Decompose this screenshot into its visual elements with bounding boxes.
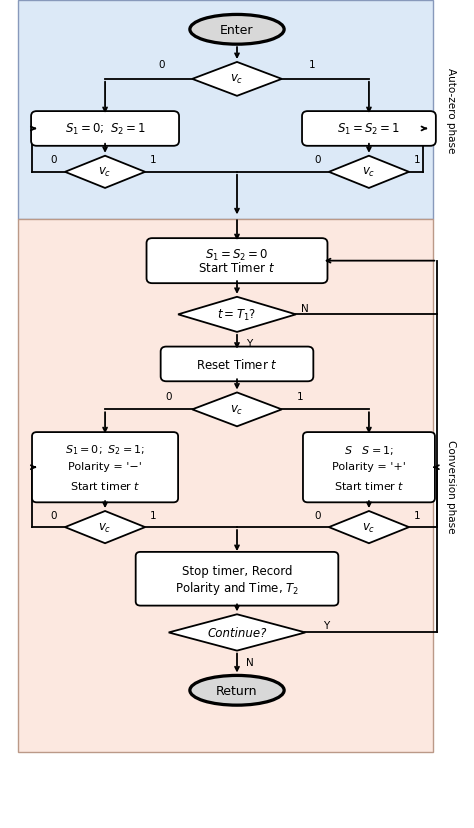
FancyBboxPatch shape bbox=[146, 238, 328, 284]
Text: Conversion phase: Conversion phase bbox=[447, 440, 456, 533]
Text: $v_c$: $v_c$ bbox=[99, 521, 112, 534]
FancyBboxPatch shape bbox=[31, 112, 179, 147]
Polygon shape bbox=[169, 614, 305, 651]
Text: Start timer $t$: Start timer $t$ bbox=[334, 479, 404, 491]
Text: Enter: Enter bbox=[220, 24, 254, 36]
Text: Y: Y bbox=[246, 339, 253, 349]
Text: Polarity = '−': Polarity = '−' bbox=[68, 462, 142, 472]
Text: 1: 1 bbox=[150, 155, 156, 166]
Text: 0: 0 bbox=[314, 155, 320, 166]
Text: Polarity = '+': Polarity = '+' bbox=[332, 462, 406, 472]
Polygon shape bbox=[192, 63, 282, 97]
Polygon shape bbox=[178, 297, 296, 333]
Text: $t = T_1?$: $t = T_1?$ bbox=[218, 307, 256, 323]
Text: $S_1 = S_2 = 1$: $S_1 = S_2 = 1$ bbox=[337, 122, 401, 137]
FancyBboxPatch shape bbox=[303, 432, 435, 503]
Text: 1: 1 bbox=[309, 60, 316, 70]
Text: $S_1 = S_2 = 0$: $S_1 = S_2 = 0$ bbox=[205, 247, 269, 262]
Text: Return: Return bbox=[216, 684, 258, 697]
FancyBboxPatch shape bbox=[136, 552, 338, 606]
Text: N: N bbox=[301, 304, 309, 314]
Text: $S_1 = 0;\ S_2 = 1$: $S_1 = 0;\ S_2 = 1$ bbox=[64, 122, 146, 137]
Text: $v_c$: $v_c$ bbox=[230, 73, 244, 86]
Text: 1: 1 bbox=[414, 155, 420, 166]
Text: 0: 0 bbox=[158, 60, 165, 70]
Text: 0: 0 bbox=[314, 510, 320, 520]
Polygon shape bbox=[65, 156, 145, 189]
Text: Continue?: Continue? bbox=[207, 626, 267, 639]
Text: Y: Y bbox=[323, 620, 329, 630]
Text: Auto-zero phase: Auto-zero phase bbox=[447, 68, 456, 153]
FancyBboxPatch shape bbox=[32, 432, 178, 503]
FancyBboxPatch shape bbox=[302, 112, 436, 147]
Text: $S\ \ \ S = 1;$: $S\ \ \ S = 1;$ bbox=[344, 444, 394, 456]
Text: 1: 1 bbox=[297, 392, 304, 402]
Ellipse shape bbox=[190, 676, 284, 705]
Ellipse shape bbox=[190, 16, 284, 45]
Text: N: N bbox=[246, 657, 254, 667]
Text: Start timer $t$: Start timer $t$ bbox=[70, 479, 140, 491]
FancyBboxPatch shape bbox=[18, 220, 433, 753]
Text: Polarity and Time, $T_2$: Polarity and Time, $T_2$ bbox=[175, 580, 299, 597]
Text: 1: 1 bbox=[150, 510, 156, 520]
FancyBboxPatch shape bbox=[161, 347, 313, 382]
Text: $v_c$: $v_c$ bbox=[362, 166, 375, 179]
Polygon shape bbox=[192, 393, 282, 426]
Text: $v_c$: $v_c$ bbox=[362, 521, 375, 534]
Text: 1: 1 bbox=[414, 510, 420, 520]
Polygon shape bbox=[329, 512, 409, 543]
Text: $S_1 = 0;\ S_2 = 1;$: $S_1 = 0;\ S_2 = 1;$ bbox=[65, 443, 145, 457]
Text: 0: 0 bbox=[50, 510, 56, 520]
Polygon shape bbox=[65, 512, 145, 543]
Polygon shape bbox=[329, 156, 409, 189]
Text: Stop timer, Record: Stop timer, Record bbox=[182, 565, 292, 577]
Text: Reset Timer $t$: Reset Timer $t$ bbox=[196, 358, 278, 372]
Text: $v_c$: $v_c$ bbox=[99, 166, 112, 179]
FancyBboxPatch shape bbox=[18, 2, 433, 220]
Text: 0: 0 bbox=[50, 155, 56, 166]
Text: 0: 0 bbox=[165, 392, 172, 402]
Text: $v_c$: $v_c$ bbox=[230, 403, 244, 416]
Text: Start Timer $t$: Start Timer $t$ bbox=[199, 261, 275, 275]
